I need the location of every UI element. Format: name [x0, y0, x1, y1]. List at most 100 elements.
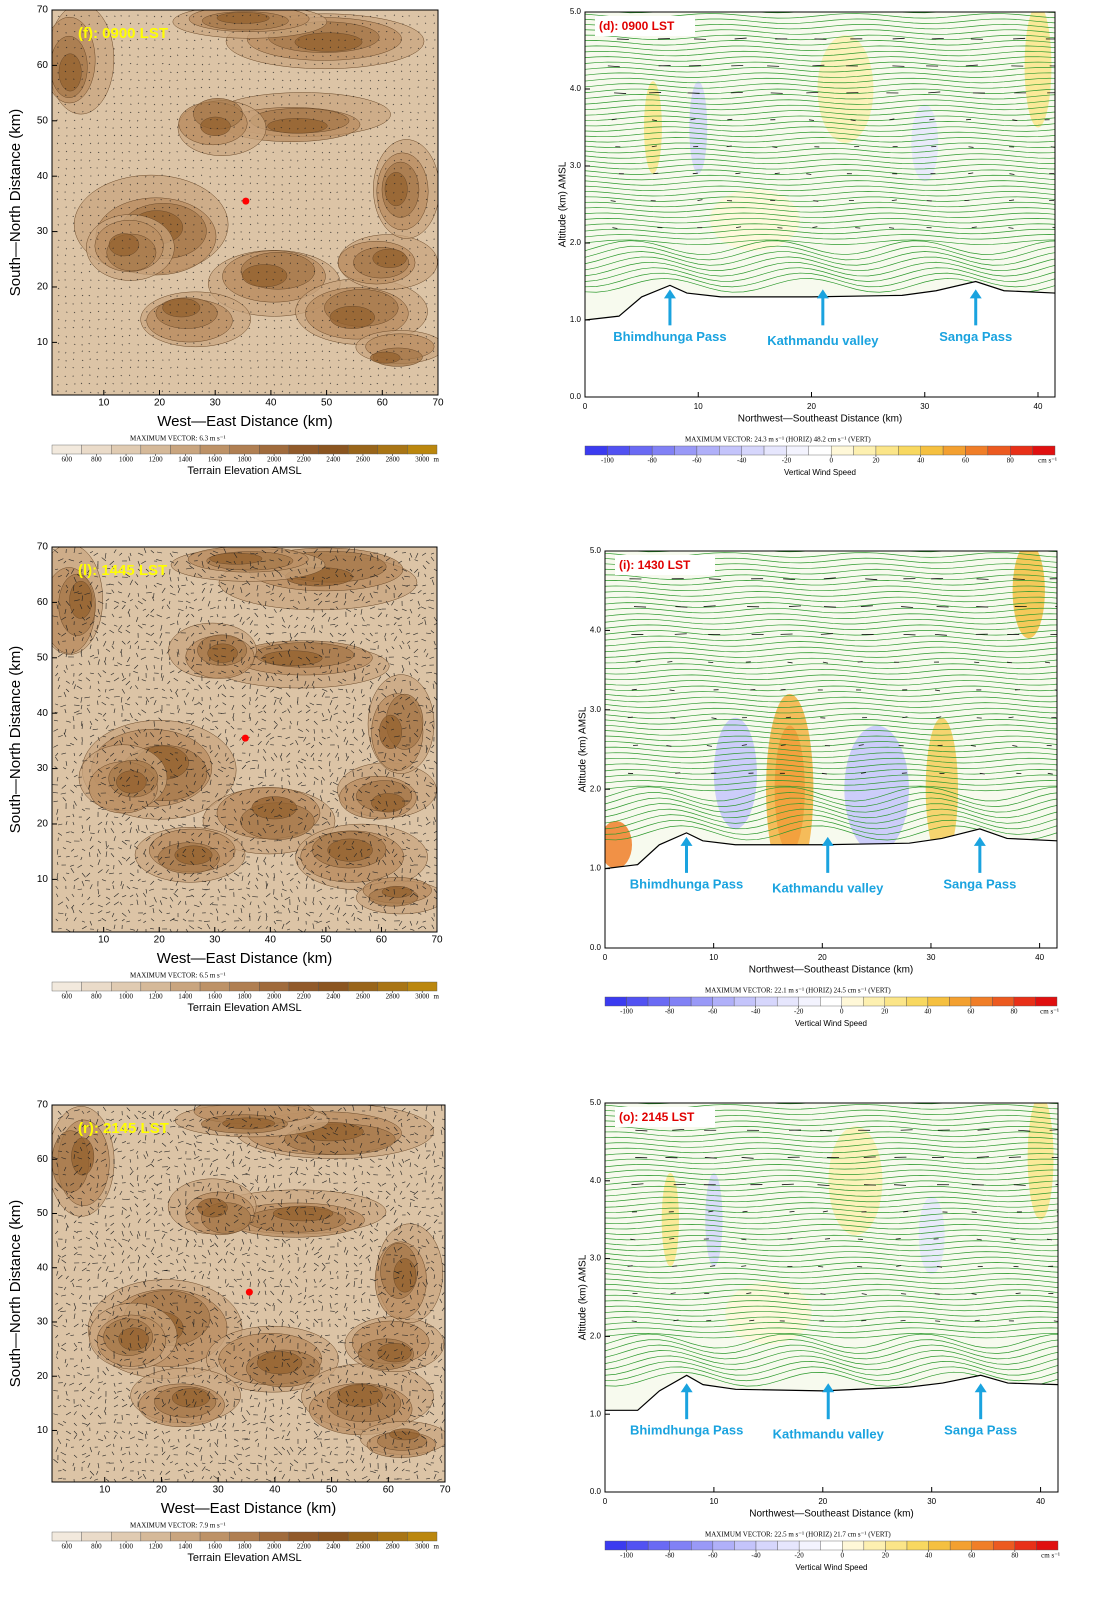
x-axis-label: Northwest—Southeast Distance (km)	[738, 414, 903, 425]
colorbar-swatch	[230, 445, 260, 454]
y-tick-label: 10	[37, 337, 49, 348]
x-tick-label: 0	[583, 402, 588, 411]
colorbar-swatch	[697, 446, 719, 455]
y-tick-label: 3.0	[570, 161, 582, 170]
wind-vector	[777, 228, 782, 229]
terrain-field	[37, 544, 445, 934]
y-tick-label: 60	[37, 60, 49, 71]
colorbar-swatch	[1033, 446, 1055, 455]
colorbar-swatch	[854, 446, 876, 455]
colorbar-swatch	[407, 445, 437, 454]
x-tick-label: 20	[807, 402, 816, 411]
colorbar-tick-label: 600	[62, 456, 73, 464]
colorbar-swatch	[141, 445, 171, 454]
colorbar-label: Vertical Wind Speed	[784, 468, 856, 477]
colorbar-swatch	[607, 446, 629, 455]
colorbar-tick-label: -40	[737, 457, 747, 465]
wind-vector	[735, 173, 740, 174]
colorbar-swatch	[82, 445, 112, 454]
colorbar-swatch	[52, 445, 82, 454]
colorbar-tick-label: -60	[692, 457, 702, 465]
y-tick-label: 4.0	[570, 84, 582, 93]
x-tick-label: 40	[265, 398, 277, 409]
x-tick-label: 60	[377, 398, 389, 409]
wind-vector	[771, 93, 783, 94]
colorbar-unit: cm s⁻¹	[1038, 457, 1057, 465]
max-vector: MAXIMUM VECTOR: 6.3 m s⁻¹	[130, 435, 226, 443]
colorbar-tick-label: 40	[917, 457, 925, 465]
x-tick-label: 40	[1034, 402, 1043, 411]
terrain-contour	[330, 306, 375, 328]
x-tick-label: 20	[154, 398, 166, 409]
x-axis-label: West—East Distance (km)	[157, 413, 333, 430]
colorbar-swatch	[111, 445, 141, 454]
colorbar-tick-label: 2600	[356, 456, 371, 464]
annotation: Bhimdhunga Pass	[613, 329, 726, 344]
terrain-contour	[109, 234, 139, 256]
x-tick-label: 30	[920, 402, 929, 411]
colorbar-tick-label: 1400	[178, 456, 193, 464]
x-tick-label: 70	[432, 398, 444, 409]
colorbar-swatch	[170, 445, 200, 454]
y-tick-label: 50	[37, 115, 49, 126]
x-tick-label: 10	[694, 402, 703, 411]
terrain-contour	[59, 54, 81, 91]
terrain-contour	[116, 771, 146, 793]
panel-title: (f): 0900 LST	[78, 25, 168, 42]
colorbar-tick-label: 80	[1007, 457, 1015, 465]
colorbar-tick-label: -80	[647, 457, 657, 465]
y-tick-label: 5.0	[570, 7, 582, 16]
colorbar-swatch	[719, 446, 741, 455]
colorbar-swatch	[630, 446, 652, 455]
colorbar-swatch	[943, 446, 965, 455]
colorbar-tick-label: 800	[91, 456, 102, 464]
colorbar-tick-label: -100	[601, 457, 614, 465]
vertical-wind-shade	[689, 81, 707, 173]
colorbar-swatch	[786, 446, 808, 455]
colorbar-tick-label: 2400	[326, 456, 341, 464]
terrain-contour	[217, 12, 269, 23]
colorbar-tick-label: 1000	[119, 456, 134, 464]
y-tick-label: 1.0	[570, 315, 582, 324]
colorbar-swatch	[876, 446, 898, 455]
annotation: Sanga Pass	[939, 329, 1012, 344]
colorbar-unit: m	[434, 456, 440, 464]
terrain-contour	[242, 264, 287, 286]
terrain-contour	[163, 298, 200, 317]
colorbar-swatch	[921, 446, 943, 455]
y-tick-label: 20	[37, 282, 49, 293]
terrain-contour	[370, 352, 400, 363]
panel-title: (d): 0900 LST	[599, 19, 675, 33]
colorbar-swatch	[378, 445, 408, 454]
terrain-contour	[382, 886, 412, 897]
x-tick-label: 50	[321, 398, 333, 409]
colorbar-tick-label: 20	[872, 457, 880, 465]
colorbar-label: Terrain Elevation AMSL	[187, 465, 301, 477]
colorbar-swatch	[764, 446, 786, 455]
y-tick-label: 30	[37, 226, 49, 237]
wind-vector	[855, 228, 860, 229]
terrain-contour	[268, 118, 328, 133]
terrain-contour	[385, 172, 407, 206]
colorbar-swatch	[809, 446, 831, 455]
colorbar-tick-label: -20	[782, 457, 792, 465]
colorbar-swatch	[965, 446, 987, 455]
colorbar-swatch	[200, 445, 230, 454]
annotation: Kathmandu valley	[767, 333, 879, 348]
colorbar-tick-label: 60	[962, 457, 970, 465]
y-axis-label: Altitude (km) AMSL	[558, 161, 569, 247]
vertical-wind-shade	[818, 35, 874, 143]
terrain-contour	[210, 553, 262, 564]
colorbar-swatch	[988, 446, 1010, 455]
max-vector: MAXIMUM VECTOR: 24.3 m s⁻¹ (HORIZ) 48.2 …	[685, 436, 871, 444]
colorbar-tick-label: 2800	[386, 456, 401, 464]
colorbar-tick-label: 3000	[415, 456, 430, 464]
colorbar-tick-label: 2200	[297, 456, 312, 464]
y-tick-label: 40	[37, 171, 49, 182]
colorbar-swatch	[348, 445, 378, 454]
x-tick-label: 10	[98, 398, 110, 409]
y-axis-label: South—North Distance (km)	[7, 109, 24, 297]
terrain-contour	[371, 793, 405, 812]
x-tick-label: 30	[210, 398, 222, 409]
